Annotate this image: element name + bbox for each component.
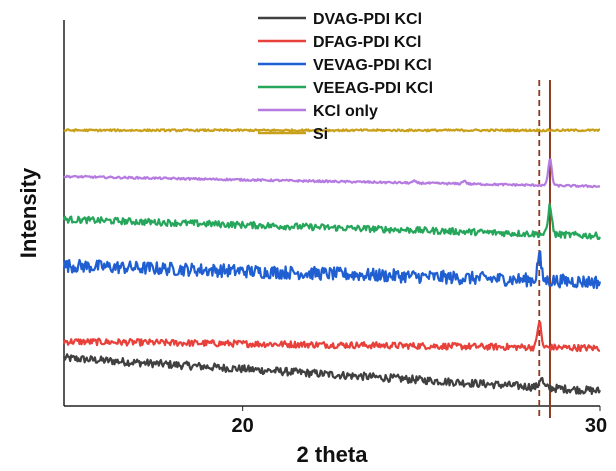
plot-area: 20 30 bbox=[62, 20, 607, 437]
legend-label: VEEAG-PDI KCl bbox=[313, 80, 433, 97]
x-tick-label: 30 bbox=[585, 415, 607, 437]
x-tick-label: 20 bbox=[232, 415, 254, 437]
legend: DVAG-PDI KCl DFAG-PDI KCl VEVAG-PDI KCl VEE… bbox=[258, 11, 433, 143]
series-line-veeag-pdi-kcl bbox=[62, 203, 601, 241]
legend-label: KCl only bbox=[313, 103, 378, 120]
legend-label: DFAG-PDI KCl bbox=[313, 34, 421, 51]
legend-label: DVAG-PDI KCl bbox=[313, 11, 422, 28]
reference-lines bbox=[538, 80, 551, 418]
series-lines bbox=[62, 128, 602, 395]
x-axis-title: 2 theta bbox=[297, 442, 369, 467]
series-line-dfag-pdi-kcl bbox=[62, 321, 601, 353]
legend-label: Si bbox=[313, 126, 328, 143]
x-axis-ticks: 20 30 bbox=[232, 406, 607, 437]
series-line-vevag-pdi-kcl bbox=[62, 250, 602, 290]
series-line-si bbox=[63, 128, 601, 133]
series-line-kcl-only bbox=[63, 158, 601, 189]
y-axis-title: Intensity bbox=[16, 167, 41, 258]
legend-label: VEVAG-PDI KCl bbox=[313, 57, 432, 74]
series-line-dvag-pdi-kcl bbox=[62, 353, 602, 395]
